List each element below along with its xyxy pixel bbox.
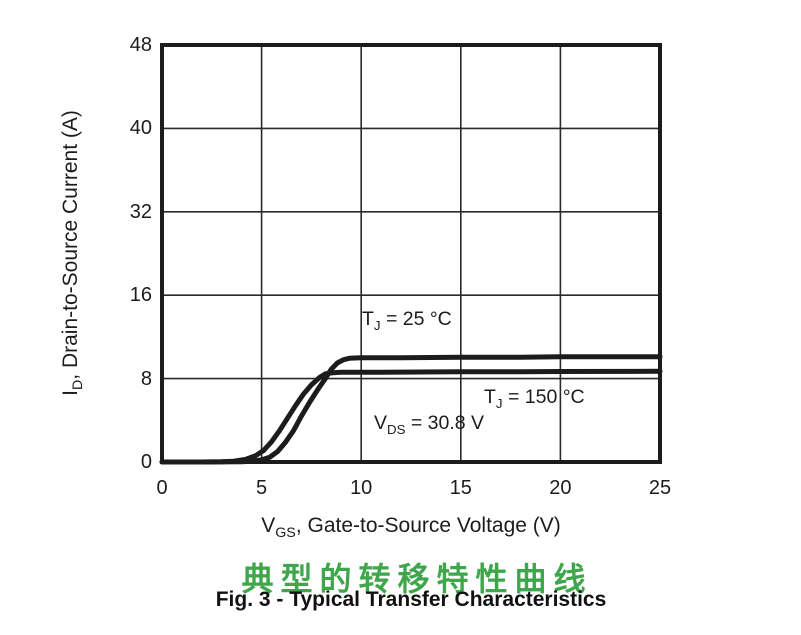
annotation-value: = 150 °C [502, 386, 585, 408]
x-tick-label: 5 [256, 477, 268, 499]
x-axis-symbol-sub: GS [275, 525, 296, 542]
figure-caption: Fig. 3 - Typical Transfer Characteristic… [215, 588, 607, 611]
y-tick-label: 8 [140, 367, 152, 390]
annotation-value: = 25 °C [380, 308, 452, 330]
y-tick-label: 16 [129, 284, 152, 307]
x-tick-label: 0 [156, 477, 168, 499]
x-axis-symbol: V [261, 514, 276, 537]
plot-frame [160, 43, 662, 464]
annotation-subscript: DS [387, 421, 406, 437]
transfer-characteristics-chart [159, 43, 663, 465]
x-axis-text: , Gate-to-Source Voltage (V) [295, 514, 561, 537]
x-tick-label: 10 [350, 477, 373, 499]
annotation-tj-150c: TJ = 150 °C [484, 386, 585, 411]
annotation-value: = 30.8 V [405, 412, 485, 434]
annotation-symbol: T [484, 386, 496, 408]
annotation-tj-25c: TJ = 25 °C [362, 308, 452, 333]
plot-area [159, 43, 663, 465]
y-tick-label: 40 [129, 117, 152, 140]
x-tick-label: 20 [549, 477, 572, 499]
y-axis-title: ID, Drain-to-Source Current (A) [59, 110, 87, 396]
y-tick-label: 48 [129, 34, 152, 56]
curve-tj-150c [159, 368, 663, 465]
curve-tj-25c [159, 354, 663, 465]
annotation-symbol: T [362, 308, 374, 330]
y-axis-text: , Drain-to-Source Current (A) [59, 110, 82, 380]
y-axis-symbol-sub: D [70, 379, 87, 391]
y-tick-label: 32 [129, 200, 152, 223]
annotation-vds: VDS = 30.8 V [374, 412, 485, 437]
x-tick-label: 15 [449, 477, 472, 499]
y-axis-symbol: I [59, 390, 82, 396]
annotation-subscript: J [495, 395, 503, 411]
x-tick-label: 25 [648, 477, 672, 499]
figure-title-chinese: 典型的转移特性曲线 [241, 561, 593, 597]
x-axis-title: VGS, Gate-to-Source Voltage (V) [162, 514, 660, 542]
annotation-symbol: V [374, 412, 388, 434]
annotation-subscript: J [373, 317, 381, 333]
y-tick-label: 0 [140, 451, 152, 473]
